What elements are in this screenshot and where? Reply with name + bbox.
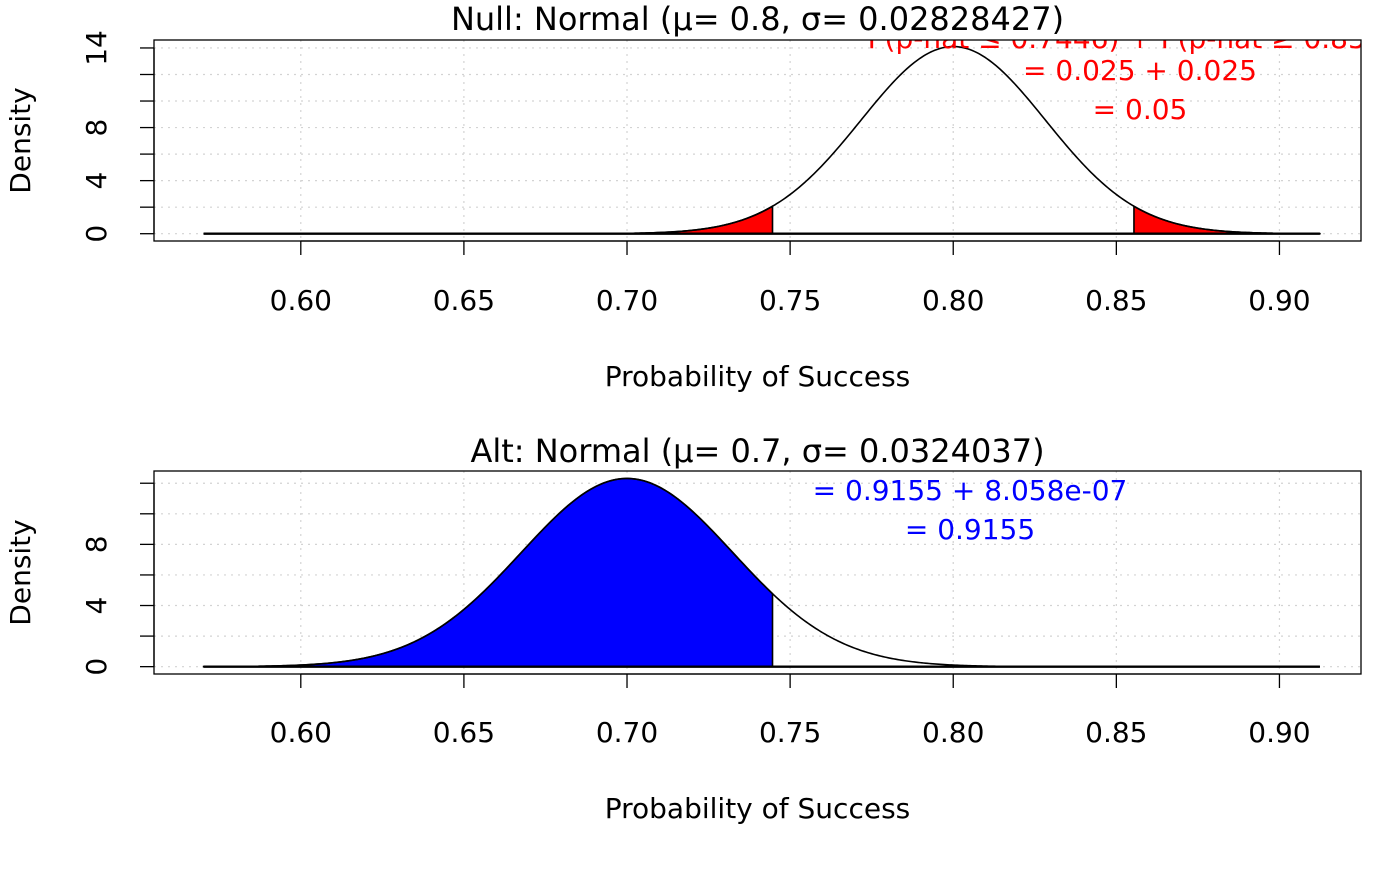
null-shaded-regions xyxy=(203,204,1321,235)
x-tick-label: 0.70 xyxy=(596,716,658,749)
x-tick-label: 0.75 xyxy=(759,716,821,749)
annotation-line: = 0.9155 xyxy=(905,513,1035,546)
y-tick-label: 0 xyxy=(80,225,113,243)
x-tick-label: 0.90 xyxy=(1248,716,1310,749)
x-tick-label: 0.80 xyxy=(922,716,984,749)
x-tick-label: 0.60 xyxy=(270,716,332,749)
y-tick-label: 14 xyxy=(80,30,113,66)
x-tick-label: 0.80 xyxy=(922,284,984,317)
annotation-line: = 0.025 + 0.025 xyxy=(1023,54,1257,87)
alt-shaded-regions xyxy=(202,477,1320,668)
alt-density-curve xyxy=(203,477,1320,668)
alt-title: Alt: Normal (μ= 0.7, σ= 0.0324037) xyxy=(470,432,1044,470)
x-tick-label: 0.90 xyxy=(1248,284,1310,317)
annotation-line: P(p-hat ≤ 0.7446) + P(p-hat ≥ 0.8554) xyxy=(868,22,1400,55)
null-y-axis-label: Density xyxy=(4,87,37,193)
alt-panel: P(p-hat ≤ 0.7446) + P(p-hat ≥ 0.8554)= 0… xyxy=(4,432,1362,825)
y-tick-label: 4 xyxy=(80,172,113,190)
x-tick-label: 0.75 xyxy=(759,284,821,317)
alt-axes: 0.60 0.65 0.70 0.75 0.80 0.85 0.90 0 4 8 xyxy=(80,482,1311,749)
y-tick-label: 8 xyxy=(80,119,113,137)
annotation-line: = 0.05 xyxy=(1093,93,1188,126)
x-tick-label: 0.85 xyxy=(1085,716,1147,749)
x-tick-label: 0.85 xyxy=(1085,284,1147,317)
shaded-region xyxy=(203,204,774,235)
x-tick-label: 0.65 xyxy=(433,284,495,317)
y-tick-label: 0 xyxy=(80,658,113,676)
alt-y-axis-label: Density xyxy=(4,519,37,625)
null-density-curve xyxy=(203,45,1320,235)
alt-x-axis-label: Probability of Success xyxy=(605,792,911,825)
null-axes: 0.60 0.65 0.70 0.75 0.80 0.85 0.90 0 4 8 14 xyxy=(80,30,1311,317)
annotation-text-group: P(p-hat ≤ 0.7446) + P(p-hat ≥ 0.8554)= 0… xyxy=(868,22,1400,126)
y-tick-label: 8 xyxy=(80,535,113,553)
null-annotation: P(p-hat ≤ 0.7446) + P(p-hat ≥ 0.8554)= 0… xyxy=(868,22,1400,126)
null-title: Null: Normal (μ= 0.8, σ= 0.02828427) xyxy=(451,0,1064,38)
x-tick-label: 0.60 xyxy=(270,284,332,317)
y-tick-label: 4 xyxy=(80,597,113,615)
x-tick-label: 0.70 xyxy=(596,284,658,317)
null-panel: P(p-hat ≤ 0.7446) + P(p-hat ≥ 0.8554)= 0… xyxy=(4,0,1400,393)
annotation-text-group: P(p-hat ≤ 0.7446) + P(p-hat ≥ 0.8554)= 0… xyxy=(813,474,1128,546)
null-x-axis-label: Probability of Success xyxy=(605,360,911,393)
alt-annotation: P(p-hat ≤ 0.7446) + P(p-hat ≥ 0.8554)= 0… xyxy=(813,474,1128,546)
annotation-line: = 0.9155 + 8.058e-07 xyxy=(813,474,1128,507)
x-tick-label: 0.65 xyxy=(433,716,495,749)
